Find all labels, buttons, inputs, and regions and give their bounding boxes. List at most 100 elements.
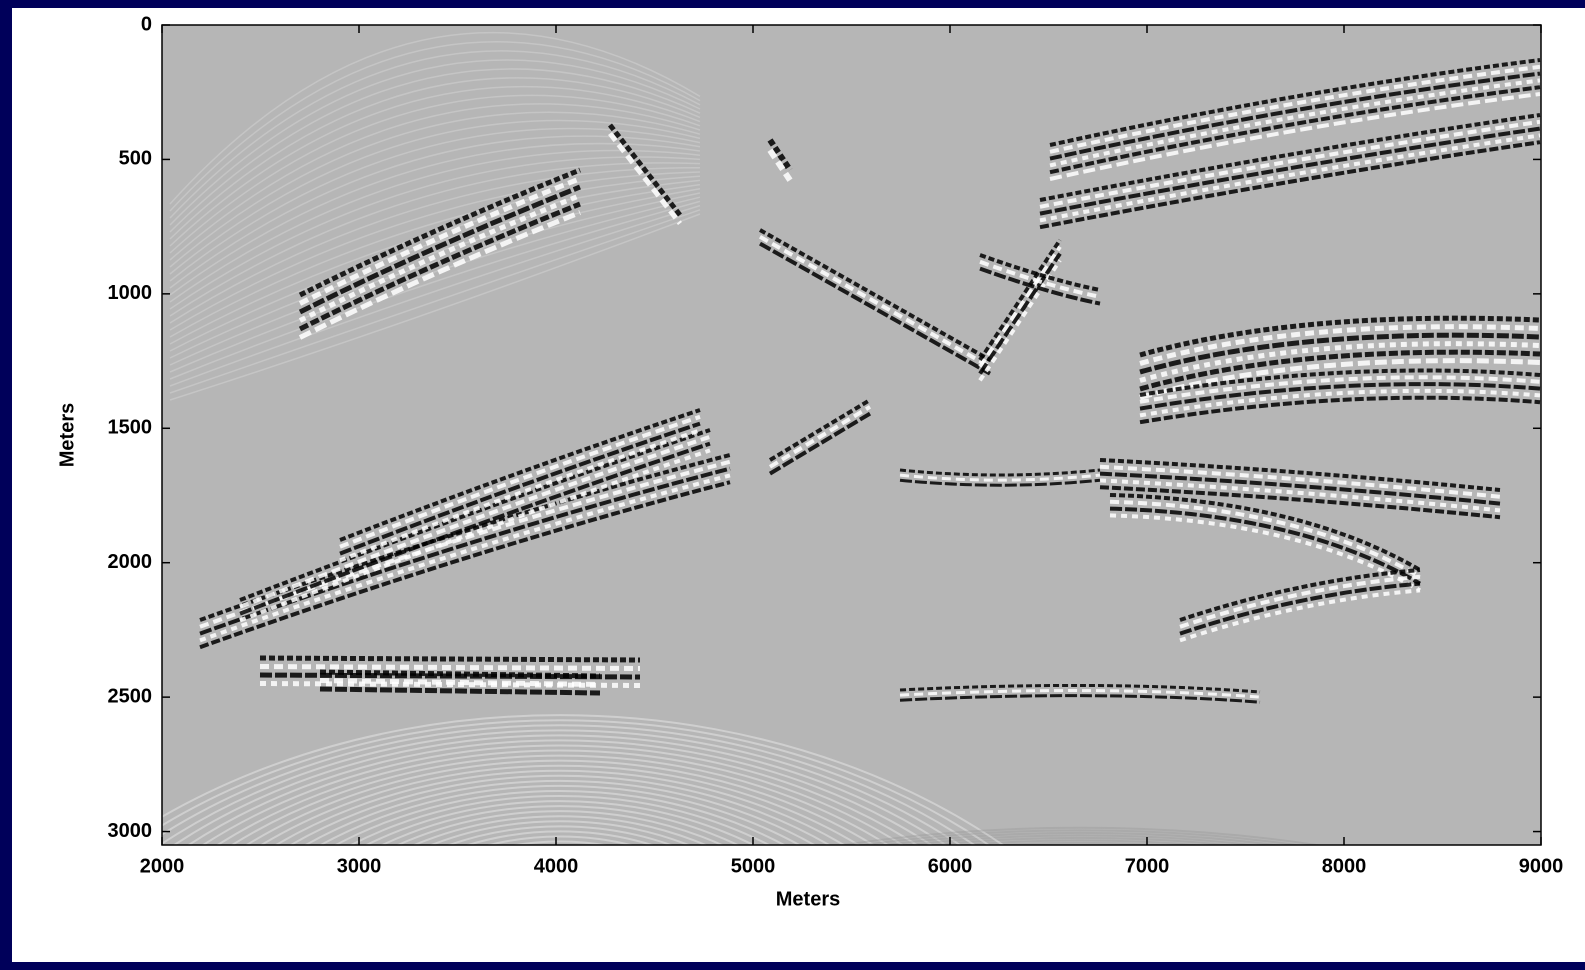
arc [918, 891, 1242, 920]
reflector [199, 480, 731, 650]
reflector [899, 689, 1261, 699]
reflector [979, 259, 1101, 299]
reflector [979, 266, 1101, 306]
reflector [1179, 568, 1421, 622]
reflector [1049, 71, 1541, 161]
arc [216, 749, 904, 845]
reflector [899, 473, 1101, 482]
x-tick-label: 2000 [140, 855, 185, 877]
reflector [1139, 341, 1541, 383]
arc [162, 729, 962, 845]
arc [333, 789, 787, 845]
arc [750, 861, 1410, 920]
reflector [1139, 368, 1541, 397]
y-tick-label: 2000 [108, 551, 153, 573]
arc [169, 213, 701, 401]
reflector [298, 167, 581, 298]
reflector [1139, 332, 1541, 375]
arc [169, 68, 701, 233]
arc [187, 739, 933, 845]
reflector [239, 441, 711, 616]
reflector [1049, 64, 1541, 154]
arc [169, 50, 701, 219]
arc [900, 834, 1260, 845]
reflector [978, 245, 1062, 368]
arc [806, 871, 1354, 920]
arc [428, 820, 692, 845]
reflector [339, 421, 701, 556]
reflector [1139, 324, 1541, 366]
x-tick-label: 8000 [1322, 855, 1367, 877]
arc [169, 135, 701, 289]
reflector [759, 235, 991, 369]
reflector [339, 428, 701, 563]
image-background [162, 25, 1541, 845]
arc [169, 204, 701, 387]
arc [364, 800, 756, 845]
reflector [259, 664, 641, 671]
arc [289, 774, 831, 845]
reflector [1109, 506, 1422, 586]
reflector [1139, 382, 1541, 411]
reflector [978, 252, 1062, 375]
reflector [1099, 458, 1501, 492]
arc [169, 41, 701, 212]
arc [837, 826, 1323, 845]
reflector [1139, 395, 1541, 425]
reflector [1109, 499, 1422, 579]
reflector [1109, 493, 1422, 572]
arc [169, 94, 701, 254]
reflector [298, 210, 581, 340]
arc [201, 744, 919, 845]
reflector [259, 655, 641, 663]
seismic-image [162, 31, 1541, 920]
reflector [199, 466, 731, 636]
reflector [978, 259, 1062, 382]
reflector [1049, 92, 1541, 181]
arc [162, 719, 991, 845]
reflector [608, 131, 682, 226]
y-tick-label: 0 [141, 13, 152, 35]
arc [169, 111, 701, 268]
arc [834, 876, 1326, 920]
arc [162, 714, 1005, 845]
arc [303, 779, 817, 845]
reflector [979, 253, 1101, 292]
arc [245, 759, 875, 845]
reflector [759, 228, 991, 362]
arc [511, 840, 609, 845]
reflector [298, 193, 581, 323]
reflector [1049, 78, 1541, 168]
reflector [199, 453, 731, 622]
reflector [1139, 349, 1541, 392]
x-tick-label: 4000 [534, 855, 579, 877]
arc [412, 815, 708, 845]
arc [169, 209, 701, 394]
reflector [1099, 485, 1501, 520]
arc [169, 175, 701, 338]
arc [169, 31, 701, 205]
arc [318, 784, 802, 845]
arc [274, 769, 846, 845]
arc [946, 896, 1214, 920]
arc [862, 881, 1298, 920]
arc [890, 886, 1270, 920]
reflector [1039, 126, 1541, 216]
reflector [1049, 58, 1541, 147]
arc [169, 156, 701, 310]
reflector [759, 241, 991, 376]
arc [169, 196, 701, 373]
reflector [239, 448, 711, 623]
x-axis-label: Meters [776, 888, 840, 910]
reflector [1179, 574, 1421, 629]
y-tick-label: 1000 [108, 282, 153, 304]
reflector [768, 398, 872, 462]
reflector [339, 408, 701, 542]
reflector [1039, 119, 1541, 209]
reflector [608, 123, 682, 217]
reflector [768, 405, 872, 469]
reflector [1179, 581, 1421, 636]
reflector [1099, 464, 1501, 499]
